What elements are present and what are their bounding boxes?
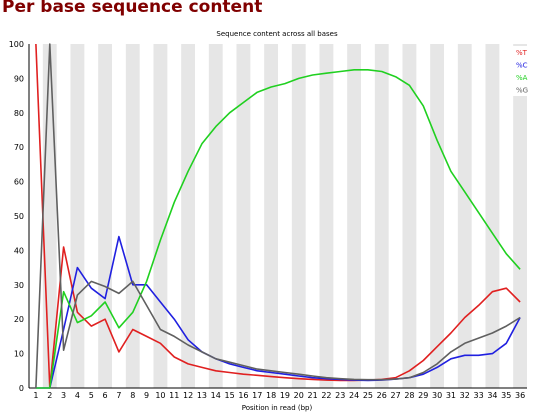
x-tick-label-8: 8 xyxy=(130,391,135,400)
x-tick-label-24: 24 xyxy=(349,391,359,400)
x-tick-label-16: 16 xyxy=(238,391,248,400)
band-26 xyxy=(374,44,389,388)
x-tick-label-4: 4 xyxy=(75,391,80,400)
series-line-pct-t xyxy=(35,43,521,389)
legend-entry-pct-c: %C xyxy=(516,62,528,70)
x-tick-label-22: 22 xyxy=(321,391,331,400)
band-14 xyxy=(208,44,223,388)
band-30 xyxy=(430,44,444,388)
y-tick-label-30: 30 xyxy=(14,281,24,290)
y-tick-label-80: 80 xyxy=(14,109,24,118)
legend: %T %C %A %G xyxy=(512,46,534,96)
band-6 xyxy=(98,44,112,388)
series-line-pct-c xyxy=(35,235,521,389)
x-tick-label-23: 23 xyxy=(335,391,345,400)
alternating-bands xyxy=(42,44,527,388)
y-tick-label-70: 70 xyxy=(14,143,24,152)
series-line-pct-a xyxy=(35,69,521,389)
x-tick-label-6: 6 xyxy=(103,391,108,400)
y-tick-label-0: 0 xyxy=(19,384,24,393)
x-tick-label-5: 5 xyxy=(89,391,94,400)
band-8 xyxy=(125,44,140,388)
x-tick-label-13: 13 xyxy=(197,391,207,400)
x-tick-label-9: 9 xyxy=(144,391,149,400)
y-tick-label-60: 60 xyxy=(14,178,24,187)
series-lines xyxy=(35,43,521,389)
x-tick-label-26: 26 xyxy=(377,391,387,400)
x-tick-label-14: 14 xyxy=(211,391,221,400)
x-tick-label-12: 12 xyxy=(183,391,193,400)
x-tick-label-32: 32 xyxy=(460,391,470,400)
legend-box xyxy=(512,46,534,96)
x-tick-label-1: 1 xyxy=(33,391,38,400)
x-axis-label: Position in read (bp) xyxy=(242,404,313,412)
axes xyxy=(28,44,527,389)
x-tick-label-17: 17 xyxy=(252,391,262,400)
band-24 xyxy=(347,44,361,388)
legend-entry-pct-g: %G xyxy=(516,87,528,95)
band-36 xyxy=(513,44,527,388)
x-tick-label-15: 15 xyxy=(224,391,234,400)
x-tick-label-27: 27 xyxy=(390,391,400,400)
x-tick-label-31: 31 xyxy=(446,391,456,400)
y-tick-label-50: 50 xyxy=(14,212,24,221)
band-4 xyxy=(70,44,85,388)
x-tick-label-10: 10 xyxy=(155,391,165,400)
legend-entry-pct-a: %A xyxy=(516,74,528,82)
legend-entry-pct-t: %T xyxy=(516,49,528,57)
x-tick-label-33: 33 xyxy=(473,391,483,400)
x-tick-label-19: 19 xyxy=(280,391,290,400)
x-axis-ticks: 1 2 3 4 5 6 7 8 9 10 11 12 13 14 15 16 17 18 19 20 21 22 23 24 2… xyxy=(33,391,525,400)
band-18 xyxy=(264,44,278,388)
x-tick-label-11: 11 xyxy=(169,391,179,400)
series-line-pct-g xyxy=(35,43,521,389)
x-tick-label-7: 7 xyxy=(116,391,121,400)
y-tick-label-10: 10 xyxy=(14,350,24,359)
y-tick-label-20: 20 xyxy=(14,315,24,324)
x-tick-label-25: 25 xyxy=(363,391,373,400)
band-12 xyxy=(181,44,195,388)
x-tick-label-30: 30 xyxy=(432,391,442,400)
y-tick-label-40: 40 xyxy=(14,246,24,255)
x-tick-label-34: 34 xyxy=(487,391,497,400)
band-10 xyxy=(153,44,168,388)
chart-title: Sequence content across all bases xyxy=(216,30,338,38)
x-tick-label-18: 18 xyxy=(266,391,276,400)
x-tick-label-36: 36 xyxy=(515,391,525,400)
band-32 xyxy=(457,44,472,388)
band-28 xyxy=(402,44,417,388)
band-16 xyxy=(236,44,251,388)
y-axis-ticks: 0 10 20 30 40 50 60 70 80 90 100 xyxy=(9,40,24,393)
x-tick-label-28: 28 xyxy=(404,391,414,400)
page-title: Per base sequence content xyxy=(2,0,263,17)
x-tick-label-2: 2 xyxy=(47,391,52,400)
band-22 xyxy=(319,44,334,388)
band-34 xyxy=(485,44,500,388)
y-tick-label-100: 100 xyxy=(9,40,24,49)
band-20 xyxy=(291,44,306,388)
x-tick-label-21: 21 xyxy=(307,391,317,400)
x-tick-label-35: 35 xyxy=(501,391,511,400)
x-tick-label-3: 3 xyxy=(61,391,66,400)
x-tick-label-20: 20 xyxy=(294,391,304,400)
y-tick-label-90: 90 xyxy=(14,74,24,83)
x-tick-label-29: 29 xyxy=(418,391,428,400)
